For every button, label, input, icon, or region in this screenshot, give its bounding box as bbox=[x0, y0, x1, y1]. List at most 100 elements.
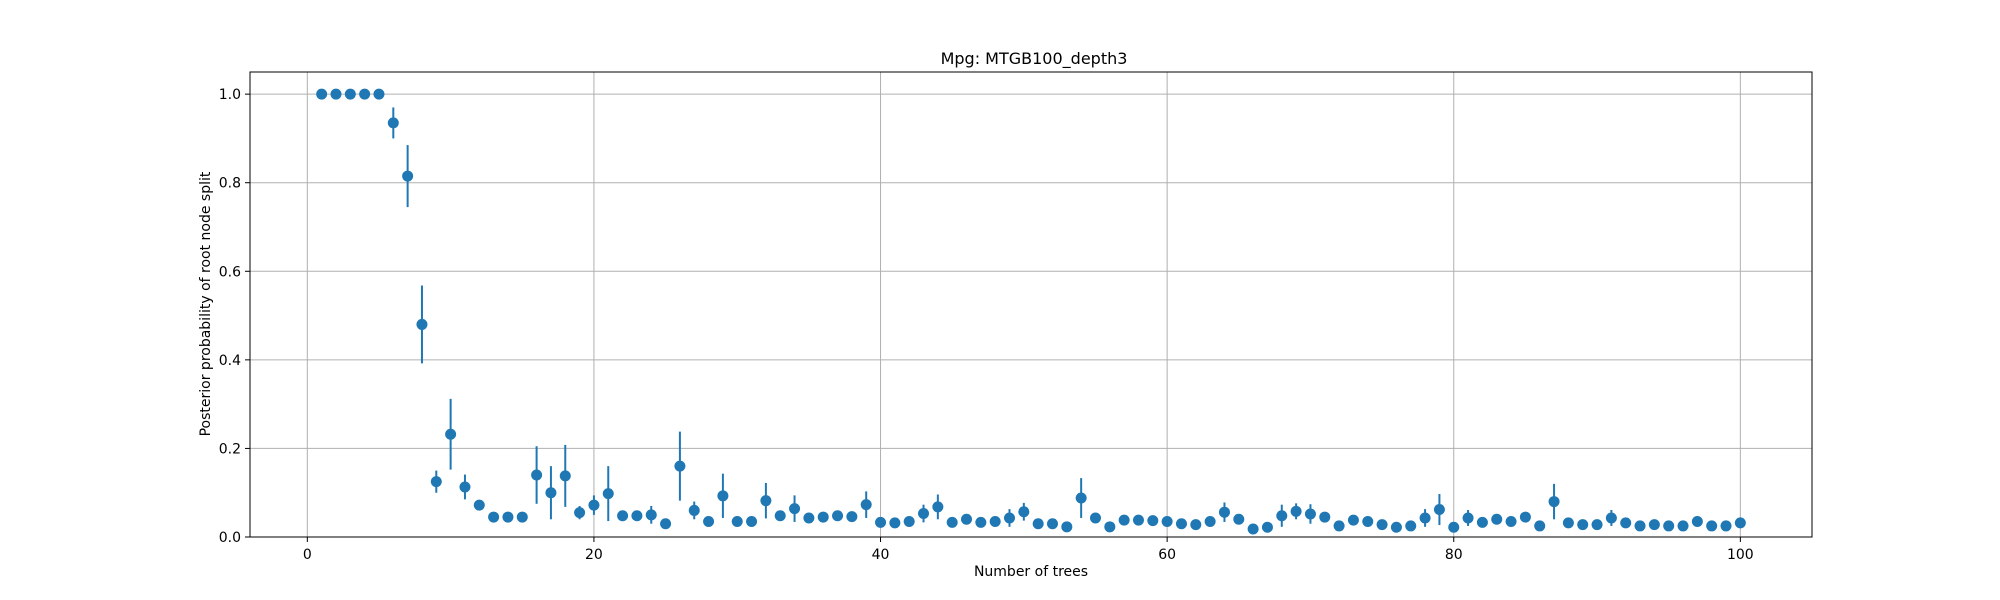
grid-lines bbox=[250, 72, 1812, 537]
y-tick-label: 0.6 bbox=[219, 264, 241, 280]
data-point bbox=[732, 516, 743, 527]
data-point bbox=[1033, 518, 1044, 529]
data-point bbox=[1491, 514, 1502, 525]
data-point bbox=[660, 518, 671, 529]
x-axis-label: Number of trees bbox=[974, 564, 1088, 580]
data-point bbox=[1663, 520, 1674, 531]
data-point bbox=[975, 517, 986, 528]
data-point bbox=[1434, 504, 1445, 515]
y-axis-label: Posterior probability of root node split bbox=[198, 171, 214, 436]
data-point bbox=[1678, 520, 1689, 531]
data-point bbox=[803, 512, 814, 523]
data-point bbox=[1377, 519, 1388, 530]
data-point bbox=[1205, 516, 1216, 527]
data-point bbox=[502, 512, 513, 523]
data-point bbox=[947, 517, 958, 528]
data-point bbox=[1534, 520, 1545, 531]
data-point bbox=[1649, 519, 1660, 530]
data-point bbox=[388, 117, 399, 128]
data-point bbox=[904, 516, 915, 527]
chart-title: Mpg: MTGB100_depth3 bbox=[941, 49, 1128, 69]
y-tick-label: 0.2 bbox=[219, 441, 241, 457]
data-point bbox=[1190, 519, 1201, 530]
data-point bbox=[1047, 518, 1058, 529]
data-point bbox=[459, 481, 470, 492]
data-point bbox=[1162, 516, 1173, 527]
data-point bbox=[717, 490, 728, 501]
data-point bbox=[617, 510, 628, 521]
plot-frame bbox=[250, 72, 1812, 537]
data-point bbox=[1620, 517, 1631, 528]
data-point bbox=[1248, 524, 1259, 535]
data-point bbox=[1477, 517, 1488, 528]
data-point bbox=[760, 495, 771, 506]
data-point bbox=[1635, 520, 1646, 531]
y-tick-label: 1.0 bbox=[219, 87, 241, 103]
data-point bbox=[918, 508, 929, 519]
data-point bbox=[1577, 519, 1588, 530]
data-point bbox=[1061, 521, 1072, 532]
data-point bbox=[1305, 508, 1316, 519]
data-point bbox=[631, 510, 642, 521]
y-tick-label: 0.0 bbox=[219, 530, 241, 546]
data-point bbox=[1104, 521, 1115, 532]
data-point bbox=[861, 499, 872, 510]
data-point bbox=[875, 517, 886, 528]
x-tick-label: 40 bbox=[872, 547, 890, 563]
x-tick-label: 100 bbox=[1727, 547, 1754, 563]
x-tick-label: 80 bbox=[1445, 547, 1463, 563]
data-point bbox=[932, 501, 943, 512]
data-point bbox=[445, 429, 456, 440]
data-point bbox=[1090, 512, 1101, 523]
data-point bbox=[1176, 518, 1187, 529]
data-point bbox=[1391, 522, 1402, 533]
data-point bbox=[1219, 507, 1230, 518]
data-point bbox=[574, 507, 585, 518]
data-point bbox=[531, 470, 542, 481]
data-point bbox=[1004, 512, 1015, 523]
data-point bbox=[1506, 516, 1517, 527]
data-point bbox=[689, 505, 700, 516]
data-point bbox=[488, 512, 499, 523]
data-point bbox=[1463, 512, 1474, 523]
data-point bbox=[517, 512, 528, 523]
data-point bbox=[674, 461, 685, 472]
x-tick-label: 0 bbox=[303, 547, 312, 563]
data-point bbox=[345, 89, 356, 100]
data-point bbox=[545, 487, 556, 498]
data-point bbox=[889, 517, 900, 528]
data-point bbox=[1520, 512, 1531, 523]
data-point bbox=[431, 476, 442, 487]
data-point bbox=[1606, 512, 1617, 523]
data-point bbox=[703, 516, 714, 527]
data-point bbox=[416, 319, 427, 330]
data-point bbox=[1276, 510, 1287, 521]
data-point bbox=[1147, 515, 1158, 526]
error-bars bbox=[393, 107, 1611, 526]
data-point bbox=[832, 510, 843, 521]
data-point bbox=[330, 89, 341, 100]
data-point bbox=[775, 510, 786, 521]
data-point bbox=[1563, 517, 1574, 528]
data-point bbox=[746, 516, 757, 527]
y-axis-ticks: 0.0 0.2 0.4 0.6 0.8 1.0 bbox=[219, 87, 250, 546]
data-point bbox=[316, 89, 327, 100]
data-point bbox=[1692, 516, 1703, 527]
data-point bbox=[789, 503, 800, 514]
data-point bbox=[588, 500, 599, 511]
data-point bbox=[1420, 512, 1431, 523]
y-tick-label: 0.8 bbox=[219, 176, 241, 192]
data-point bbox=[1119, 515, 1130, 526]
data-point bbox=[1721, 520, 1732, 531]
data-point bbox=[359, 89, 370, 100]
data-point bbox=[1319, 512, 1330, 523]
data-point bbox=[603, 488, 614, 499]
data-point bbox=[1018, 506, 1029, 517]
data-point bbox=[1405, 520, 1416, 531]
data-point bbox=[474, 500, 485, 511]
data-point bbox=[990, 516, 1001, 527]
data-point bbox=[373, 89, 384, 100]
data-point bbox=[1549, 496, 1560, 507]
data-point bbox=[560, 470, 571, 481]
data-point bbox=[402, 171, 413, 182]
